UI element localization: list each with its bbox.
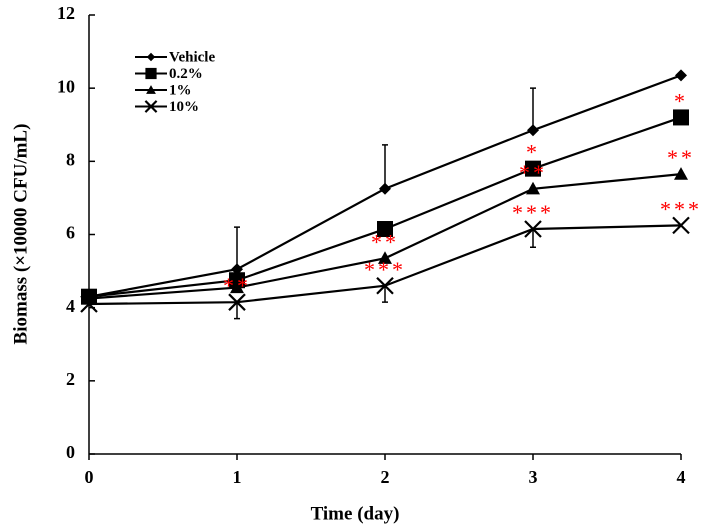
- legend-marker: [144, 100, 158, 113]
- y-axis-title: Biomass (×10000 CFU/mL): [10, 124, 31, 345]
- legend-label: 1%: [169, 82, 192, 98]
- error-bar: [530, 87, 536, 131]
- data-point: [376, 276, 394, 295]
- data-point: [674, 167, 688, 180]
- error-bar: [382, 285, 388, 303]
- data-point: [525, 160, 541, 177]
- y-tick-label: 8: [66, 149, 75, 169]
- data-point: [377, 221, 393, 238]
- legend-marker: [146, 85, 156, 94]
- x-tick-label: 1: [233, 467, 242, 487]
- data-point: [527, 124, 539, 137]
- x-tick-label: 0: [85, 467, 94, 487]
- y-tick-label: 10: [57, 76, 75, 96]
- significance-label: ***: [660, 196, 702, 221]
- significance-label: ***: [364, 257, 406, 282]
- y-tick-label: 0: [66, 442, 75, 462]
- data-point: [526, 181, 540, 195]
- y-tick-label: 4: [66, 296, 75, 316]
- y-tick-label: 2: [66, 369, 75, 389]
- data-point: [378, 251, 392, 264]
- legend-label: 10%: [169, 99, 199, 115]
- data-point: [229, 272, 245, 289]
- error-bar: [382, 144, 388, 189]
- error-bar: [234, 302, 240, 320]
- significance-label: **: [223, 273, 251, 298]
- significance-label: **: [519, 160, 547, 185]
- significance-label: *: [526, 140, 540, 165]
- significance-label: **: [667, 145, 695, 170]
- y-tick-label: 6: [66, 223, 75, 243]
- x-tick-label: 2: [381, 467, 390, 487]
- legend-marker: [145, 67, 157, 80]
- x-tick-label: 3: [529, 467, 538, 487]
- x-axis-title: Time (day): [311, 503, 400, 524]
- error-bar: [234, 226, 240, 270]
- significance-label: ***: [512, 200, 554, 225]
- data-point: [379, 182, 391, 195]
- legend-label: Vehicle: [169, 49, 215, 65]
- legend-marker: [146, 52, 156, 62]
- data-point: [80, 295, 98, 313]
- data-point: [672, 216, 690, 235]
- legend-label: 0.2%: [169, 66, 203, 82]
- data-point: [673, 109, 689, 126]
- data-point: [228, 293, 246, 311]
- significance-label: *: [674, 88, 688, 113]
- data-point: [524, 220, 542, 238]
- data-point: [675, 69, 687, 82]
- significance-label: **: [371, 229, 399, 254]
- data-point: [230, 280, 244, 294]
- x-tick-label: 4: [677, 467, 686, 487]
- error-bar: [530, 229, 536, 249]
- y-tick-label: 12: [57, 3, 75, 23]
